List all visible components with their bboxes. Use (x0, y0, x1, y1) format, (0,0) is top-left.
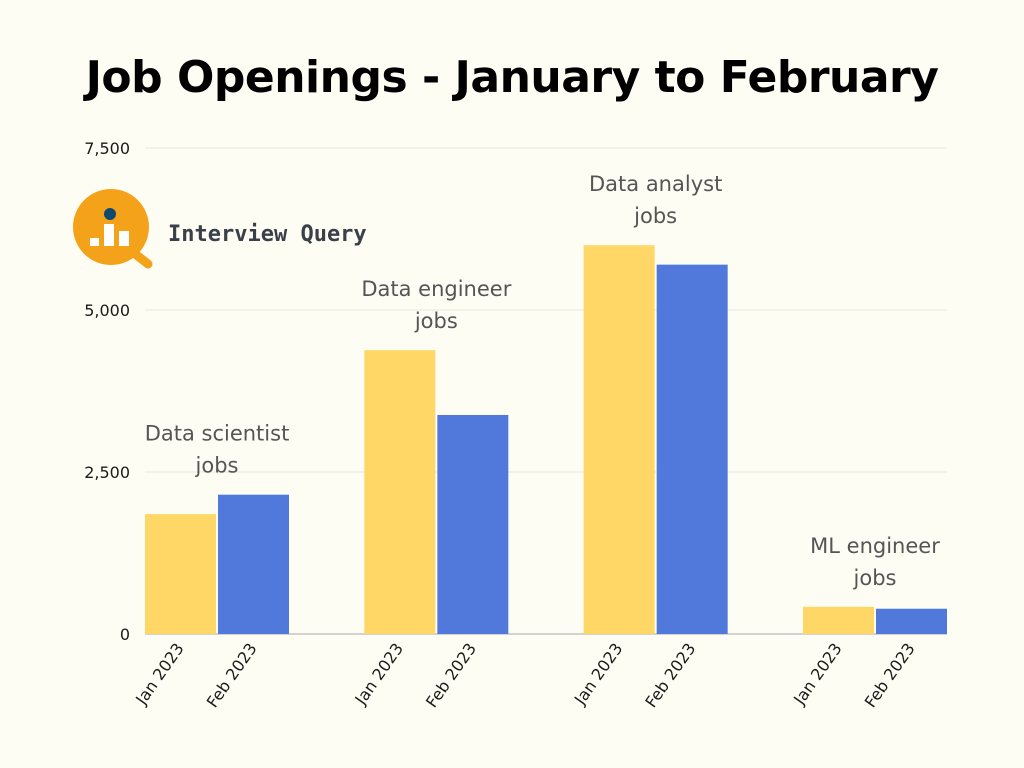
category-label: jobs (414, 309, 458, 333)
interview-query-logo: Interview Query (73, 189, 367, 269)
category-label: ML engineer (810, 534, 940, 558)
page-title: Job Openings - January to February (85, 52, 939, 103)
y-tick-label: 2,500 (84, 463, 130, 482)
y-axis-ticks: 0 2,500 5,000 7,500 (84, 139, 130, 644)
category-label: jobs (195, 454, 239, 478)
x-tick-label: Feb 2023 (422, 639, 480, 711)
category-label: Data analyst (589, 172, 722, 196)
bar-feb-2023 (218, 494, 289, 634)
y-tick-label: 5,000 (84, 301, 130, 320)
bars (145, 245, 947, 634)
group-labels: Data scientist jobs Data engineer jobs Data … (145, 172, 941, 590)
x-tick-label: Jan 2023 (351, 639, 408, 708)
x-tick-label: Feb 2023 (861, 639, 919, 711)
brand-name: Interview Query (168, 222, 367, 247)
x-tick-label: Jan 2023 (570, 639, 627, 708)
category-label: Data engineer (361, 277, 511, 301)
y-tick-label: 7,500 (84, 139, 130, 158)
x-axis-labels: Jan 2023 Feb 2023 Jan 2023 Feb 2023 Jan 2023… (131, 639, 919, 711)
x-tick-label: Jan 2023 (789, 639, 846, 708)
y-tick-label: 0 (120, 625, 130, 644)
bar-feb-2023 (876, 608, 947, 634)
bar-jan-2023 (803, 606, 874, 634)
category-label: jobs (633, 204, 677, 228)
interview-query-logo-icon (73, 189, 153, 269)
x-tick-label: Feb 2023 (203, 639, 261, 711)
bar-jan-2023 (364, 350, 436, 634)
category-label: jobs (853, 566, 897, 590)
x-tick-label: Feb 2023 (641, 639, 699, 711)
bar-feb-2023 (437, 414, 509, 634)
bar-jan-2023 (583, 245, 655, 634)
category-label: Data scientist (145, 422, 290, 446)
bar-jan-2023 (145, 514, 216, 634)
x-tick-label: Jan 2023 (131, 639, 188, 708)
bar-feb-2023 (656, 264, 728, 634)
